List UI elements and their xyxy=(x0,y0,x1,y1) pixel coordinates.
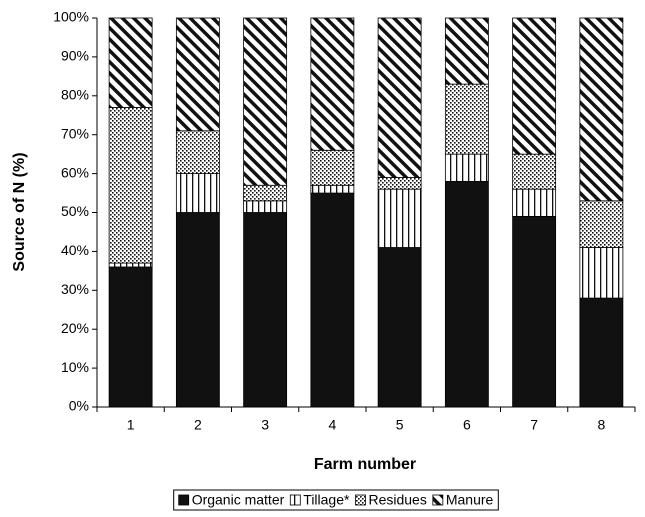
bar-segment xyxy=(377,17,422,178)
bar-segment xyxy=(579,247,624,299)
legend-swatch xyxy=(289,494,301,506)
bar-segment xyxy=(108,17,153,108)
y-tick-label: 60% xyxy=(61,164,89,180)
y-tick-label: 100% xyxy=(53,9,89,25)
bar-segment xyxy=(444,17,489,85)
bar-segment xyxy=(108,262,153,268)
bar-segment xyxy=(579,200,624,248)
legend-swatch xyxy=(432,494,444,506)
legend-label: Tillage* xyxy=(303,492,350,508)
legend-label: Organic matter xyxy=(192,492,285,508)
x-tick-label: 8 xyxy=(597,417,605,433)
y-tick-label: 10% xyxy=(61,359,89,375)
legend-label: Manure xyxy=(446,492,494,508)
legend-swatch xyxy=(178,494,190,506)
x-tick-label: 5 xyxy=(396,417,404,433)
y-axis-title: Source of N (%) xyxy=(11,152,28,271)
legend-box xyxy=(173,489,499,511)
bar-segment xyxy=(243,200,288,213)
y-tick-label: 30% xyxy=(61,281,89,297)
bar-segment xyxy=(310,17,355,151)
bar-segment xyxy=(175,130,220,174)
bar-segment xyxy=(444,153,489,182)
y-tick-label: 70% xyxy=(61,125,89,141)
bar-segment xyxy=(377,188,422,248)
bar-segment xyxy=(310,184,355,194)
bar-segment xyxy=(108,266,153,408)
bar-segment xyxy=(444,83,489,155)
y-tick-label: 90% xyxy=(61,48,89,64)
x-tick-label: 7 xyxy=(530,417,538,433)
x-tick-label: 1 xyxy=(127,417,135,433)
y-tick-label: 50% xyxy=(61,203,89,219)
x-tick-label: 4 xyxy=(328,417,336,433)
bar-segment xyxy=(175,173,220,213)
bar-segment xyxy=(310,192,355,408)
y-tick-label: 20% xyxy=(61,320,89,336)
legend-swatch xyxy=(355,494,366,506)
y-tick-label: 40% xyxy=(61,242,89,258)
y-tick-label: 80% xyxy=(61,87,89,103)
bar-segment xyxy=(310,149,355,186)
bar-segment xyxy=(512,188,557,217)
y-tick-label: 0% xyxy=(69,398,89,414)
bar-segment xyxy=(175,212,220,408)
bar-segment xyxy=(243,17,288,186)
bar-segment xyxy=(512,215,557,408)
x-tick-label: 6 xyxy=(463,417,471,433)
bar-segment xyxy=(444,180,489,408)
x-tick-label: 3 xyxy=(261,417,269,433)
bar-segment xyxy=(579,17,624,202)
x-axis-title: Farm number xyxy=(314,456,416,473)
bar-segment xyxy=(243,212,288,408)
bar-segment xyxy=(377,177,422,190)
bar-segment xyxy=(108,107,153,264)
legend-label: Residues xyxy=(368,492,426,508)
x-tick-label: 2 xyxy=(194,417,202,433)
bar-segment xyxy=(512,153,557,190)
bar-segment xyxy=(579,297,624,408)
bar-segment xyxy=(243,184,288,202)
bar-segment xyxy=(175,17,220,132)
bar-segment xyxy=(512,17,557,155)
bar-segment xyxy=(377,247,422,408)
